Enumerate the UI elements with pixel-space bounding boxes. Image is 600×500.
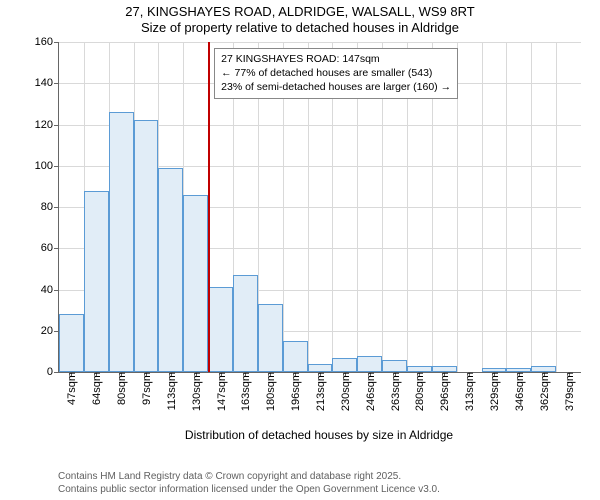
x-tick-label: 80sqm [114, 372, 128, 405]
x-tick-label: 64sqm [89, 372, 103, 405]
y-tick-label: 140 [35, 77, 59, 89]
y-tick-label: 120 [35, 119, 59, 131]
marker-annotation: 27 KINGSHAYES ROAD: 147sqm← 77% of detac… [214, 48, 458, 99]
gridline-vertical [531, 42, 532, 372]
gridline-horizontal [59, 42, 581, 43]
histogram-bar [308, 364, 333, 372]
y-tick-label: 80 [41, 201, 59, 213]
plot-area: 02040608010012014016047sqm64sqm80sqm97sq… [58, 42, 581, 373]
x-tick-label: 263sqm [388, 372, 402, 411]
x-tick-label: 246sqm [363, 372, 377, 411]
x-tick-label: 147sqm [214, 372, 228, 411]
histogram-bar [84, 191, 109, 373]
x-tick-label: 379sqm [562, 372, 576, 411]
annotation-line-2: ← 77% of detached houses are smaller (54… [221, 66, 451, 80]
histogram-chart: 27, KINGSHAYES ROAD, ALDRIDGE, WALSALL, … [0, 0, 600, 500]
histogram-bar [158, 168, 183, 372]
y-tick-label: 0 [47, 366, 59, 378]
x-tick-label: 362sqm [537, 372, 551, 411]
x-tick-label: 313sqm [462, 372, 476, 411]
x-tick-label: 280sqm [412, 372, 426, 411]
attribution-footer: Contains HM Land Registry data © Crown c… [58, 470, 440, 496]
x-tick-label: 47sqm [64, 372, 78, 405]
gridline-vertical [506, 42, 507, 372]
histogram-bar [382, 360, 407, 372]
x-tick-label: 196sqm [288, 372, 302, 411]
title-line-1: 27, KINGSHAYES ROAD, ALDRIDGE, WALSALL, … [0, 4, 600, 20]
y-tick-label: 20 [41, 325, 59, 337]
chart-title-block: 27, KINGSHAYES ROAD, ALDRIDGE, WALSALL, … [0, 0, 600, 37]
x-tick-label: 213sqm [313, 372, 327, 411]
annotation-line-1: 27 KINGSHAYES ROAD: 147sqm [221, 52, 451, 66]
x-tick-label: 296sqm [437, 372, 451, 411]
x-tick-label: 180sqm [263, 372, 277, 411]
histogram-bar [208, 287, 233, 372]
footer-line-1: Contains HM Land Registry data © Crown c… [58, 470, 440, 483]
gridline-vertical [482, 42, 483, 372]
x-tick-label: 346sqm [512, 372, 526, 411]
histogram-bar [59, 314, 84, 372]
gridline-vertical [556, 42, 557, 372]
histogram-bar [283, 341, 308, 372]
histogram-bar [233, 275, 258, 372]
histogram-bar [332, 358, 357, 372]
histogram-bar [109, 112, 134, 372]
histogram-bar [258, 304, 283, 372]
reference-marker-line [208, 42, 210, 372]
footer-line-2: Contains public sector information licen… [58, 483, 440, 496]
x-axis-label: Distribution of detached houses by size … [58, 428, 580, 442]
x-tick-label: 97sqm [139, 372, 153, 405]
histogram-bar [134, 120, 159, 372]
x-tick-label: 113sqm [164, 372, 178, 410]
title-line-2: Size of property relative to detached ho… [0, 20, 600, 36]
histogram-bar [357, 356, 382, 373]
x-tick-label: 230sqm [338, 372, 352, 411]
y-tick-label: 100 [35, 160, 59, 172]
annotation-line-3: 23% of semi-detached houses are larger (… [221, 80, 451, 94]
histogram-bar [183, 195, 208, 372]
x-tick-label: 130sqm [189, 372, 203, 411]
x-tick-label: 329sqm [487, 372, 501, 411]
y-tick-label: 160 [35, 36, 59, 48]
y-tick-label: 60 [41, 242, 59, 254]
y-tick-label: 40 [41, 284, 59, 296]
x-tick-label: 163sqm [238, 372, 252, 411]
